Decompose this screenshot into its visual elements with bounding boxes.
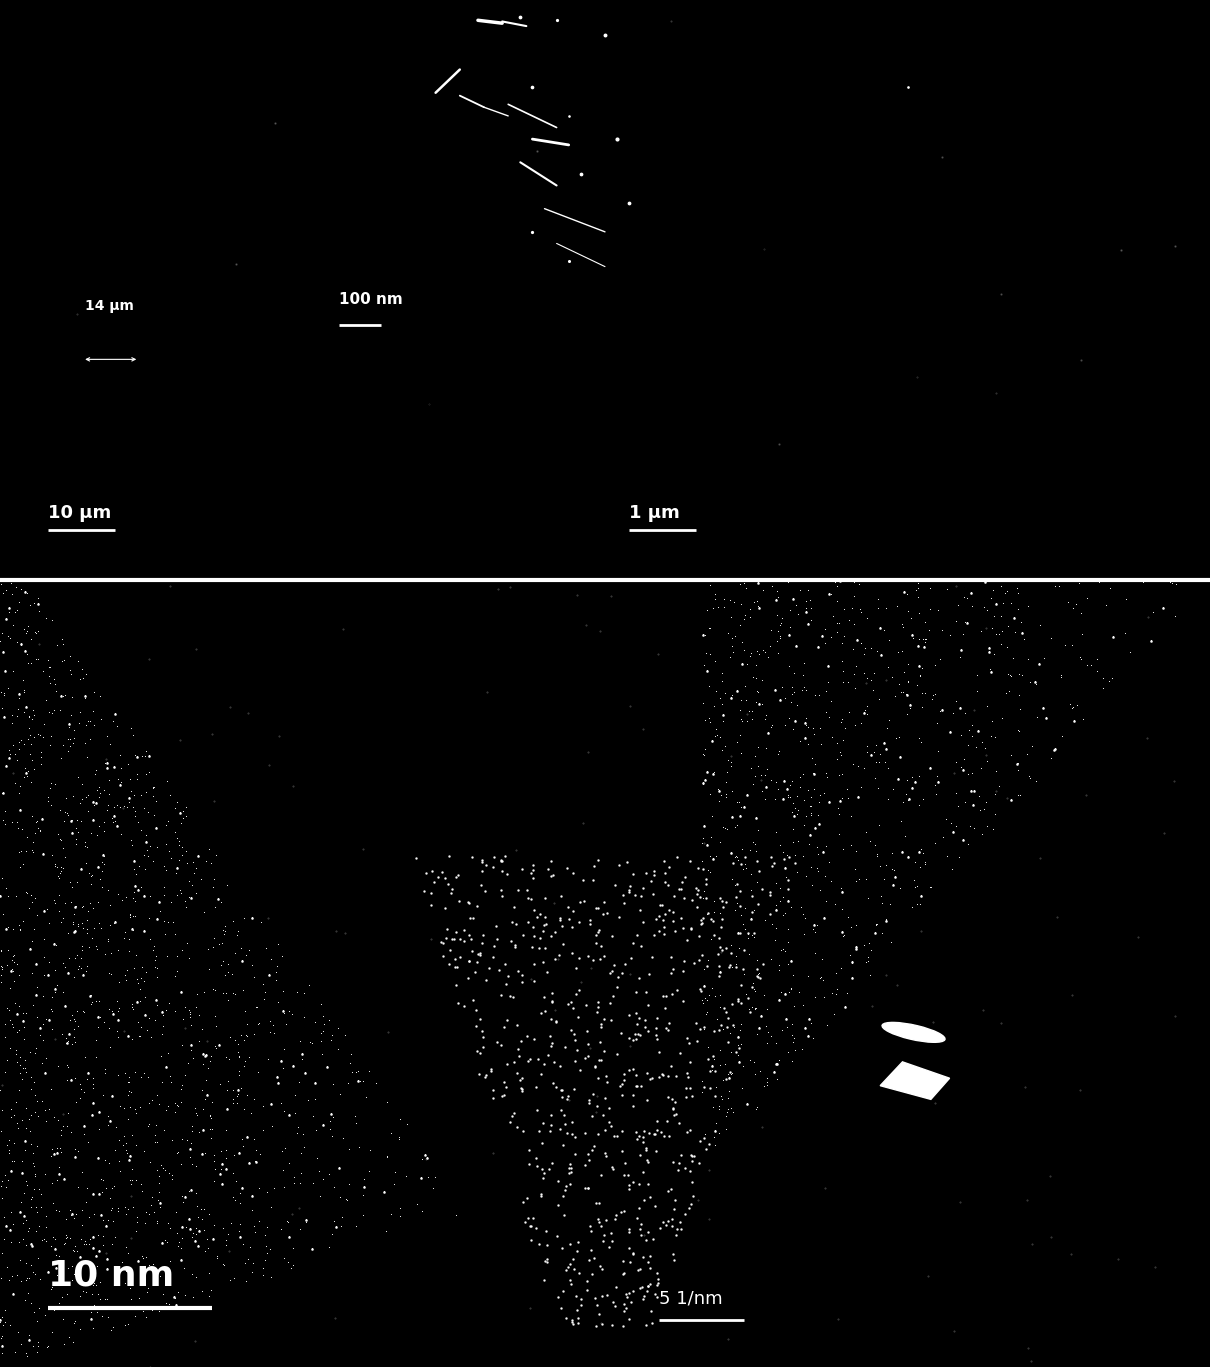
Polygon shape bbox=[880, 1062, 950, 1099]
Text: 1 μm: 1 μm bbox=[629, 503, 680, 522]
Ellipse shape bbox=[882, 1023, 945, 1042]
Text: 10 nm: 10 nm bbox=[48, 1258, 174, 1292]
Text: 5 1/nm: 5 1/nm bbox=[659, 1290, 724, 1308]
Text: 10 μm: 10 μm bbox=[48, 503, 111, 522]
Text: 100 nm: 100 nm bbox=[339, 293, 403, 308]
Text: 14 μm: 14 μm bbox=[85, 299, 133, 313]
